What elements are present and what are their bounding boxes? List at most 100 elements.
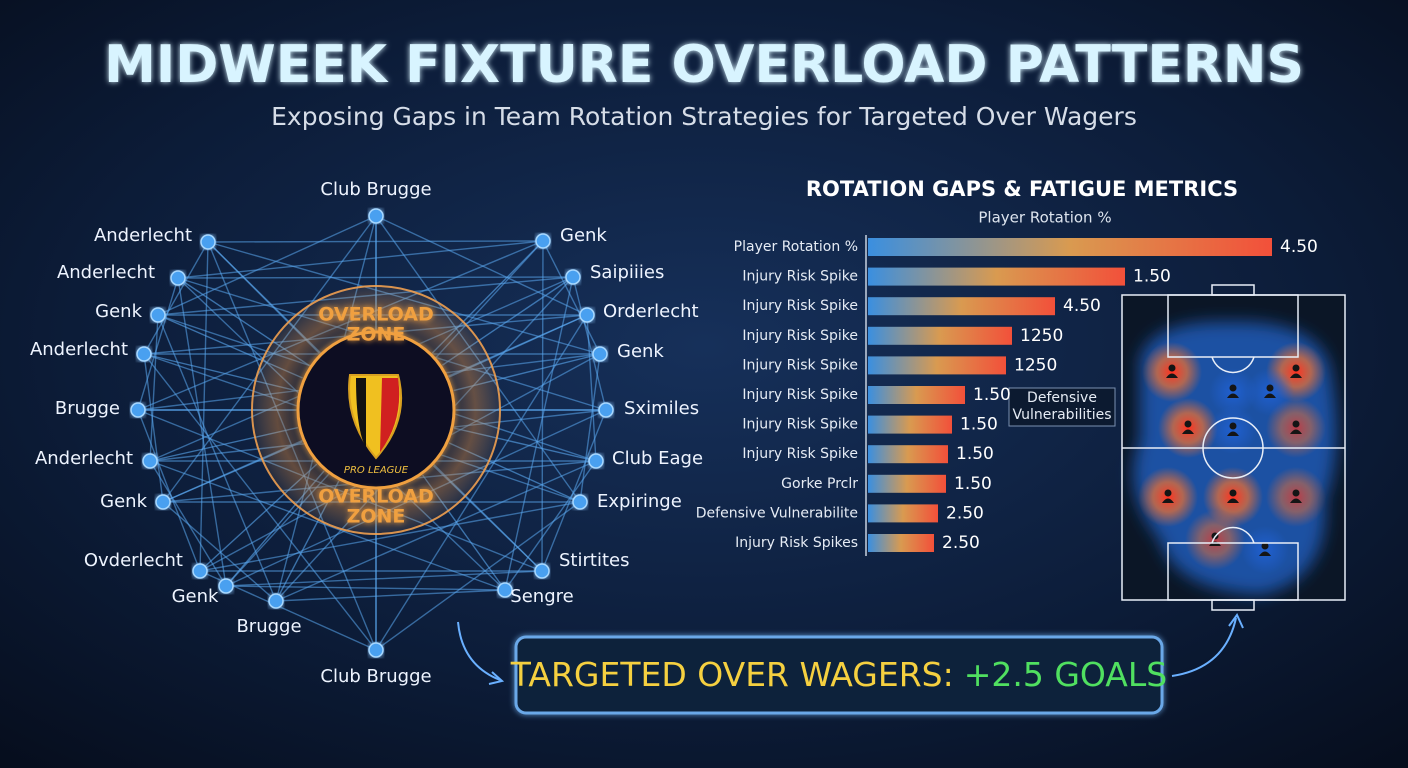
row-label: Injury Risk Spike xyxy=(742,357,858,373)
edge xyxy=(275,589,506,602)
pitch-line xyxy=(1211,526,1255,544)
bar xyxy=(868,267,1125,286)
cta: TARGETED OVER WAGERS: +2.5 GOALS xyxy=(457,613,1244,715)
edge xyxy=(177,277,227,587)
player-body xyxy=(1227,431,1239,436)
cta-highlight: +2.5 GOALS xyxy=(964,655,1168,694)
player-head xyxy=(1168,364,1176,372)
heat-spot xyxy=(1246,368,1294,416)
node xyxy=(170,270,186,286)
node-label: Genk xyxy=(100,491,147,512)
edge xyxy=(504,460,597,591)
row-label: Defensive Vulnerabilite xyxy=(696,505,858,521)
callout: Defensive xyxy=(1027,390,1097,406)
node xyxy=(218,578,234,594)
edge xyxy=(542,240,601,355)
node xyxy=(142,453,158,469)
node xyxy=(368,208,384,224)
row-value: 4.50 xyxy=(1063,296,1101,316)
row-value: 1.50 xyxy=(956,444,994,464)
node xyxy=(588,453,604,469)
node-label: Anderlecht xyxy=(35,448,133,469)
node-label: Ovderlecht xyxy=(84,550,183,571)
metrics-panel: ROTATION GAPS & FATIGUE METRICS Player R… xyxy=(696,177,1318,556)
zone-label: OVERLOAD xyxy=(318,486,434,508)
node-label: Club Eage xyxy=(612,448,703,469)
bar xyxy=(868,445,948,464)
row-value: 1.50 xyxy=(1133,267,1171,287)
bar xyxy=(868,504,938,523)
player-body xyxy=(1227,498,1239,503)
edge xyxy=(225,585,506,591)
edge xyxy=(541,240,544,572)
edge xyxy=(149,460,506,591)
heat-spot xyxy=(1266,467,1326,527)
player-head xyxy=(1292,420,1300,428)
row-label: Gorke Prclr xyxy=(781,476,858,492)
node xyxy=(592,346,608,362)
row-label: Injury Risk Spike xyxy=(742,298,858,314)
cta-box xyxy=(514,635,1164,715)
node xyxy=(200,234,216,250)
edge xyxy=(199,501,581,572)
bar xyxy=(868,356,1006,375)
pitch-line xyxy=(1211,356,1255,374)
edge xyxy=(137,409,201,572)
callout-box xyxy=(1008,387,1116,427)
cta-main: TARGETED OVER WAGERS: xyxy=(510,655,954,694)
heat-spot xyxy=(1138,467,1198,527)
player-body xyxy=(1259,551,1271,556)
node-label: Genk xyxy=(617,341,664,362)
row-label: Injury Risk Spike xyxy=(742,417,858,433)
zone-label: ZONE xyxy=(347,506,406,528)
node-label: Expiringe xyxy=(597,491,682,512)
axis-label: Player Rotation % xyxy=(978,209,1111,227)
row-label: Player Rotation % xyxy=(734,239,858,255)
row-value: 1.50 xyxy=(973,385,1011,405)
bar xyxy=(868,534,934,552)
node xyxy=(565,269,581,285)
edge xyxy=(375,501,581,651)
network: Club Brugge Anderlecht Anderlecht Genk Ander… xyxy=(30,179,703,687)
arrow xyxy=(1171,617,1237,677)
node-label: Brugge xyxy=(55,398,120,419)
node xyxy=(150,307,166,323)
player-head xyxy=(1229,384,1237,392)
player-head xyxy=(1292,489,1300,497)
row-value: 4.50 xyxy=(1280,237,1318,257)
bar xyxy=(868,386,965,404)
row-label: Injury Risk Spike xyxy=(742,387,858,403)
row-value: 1250 xyxy=(1020,326,1063,346)
row-label: Injury Risk Spike xyxy=(742,269,858,285)
player-head xyxy=(1164,489,1172,497)
node xyxy=(268,593,284,609)
player-body xyxy=(1290,498,1302,503)
node-label: Sximiles xyxy=(624,398,699,419)
node xyxy=(497,582,513,598)
cta-text: TARGETED OVER WAGERS: +2.5 GOALS xyxy=(510,655,1167,694)
node xyxy=(368,642,384,658)
row-value: 1.50 xyxy=(960,415,998,435)
node xyxy=(130,402,146,418)
pitch xyxy=(1121,284,1346,611)
edge xyxy=(225,570,543,587)
edge xyxy=(157,215,377,316)
row-label: Injury Risk Spike xyxy=(742,328,858,344)
node-label: Club Brugge xyxy=(320,179,431,200)
row-value: 2.50 xyxy=(942,533,980,553)
node xyxy=(598,402,614,418)
player-body xyxy=(1162,498,1174,503)
node xyxy=(534,563,550,579)
player-body xyxy=(1166,373,1178,378)
player-body xyxy=(1227,393,1239,398)
heat-spot xyxy=(1142,342,1202,402)
node-label: Genk xyxy=(95,301,142,322)
node xyxy=(579,307,595,323)
edge xyxy=(375,314,588,651)
callout: Vulnerabilities xyxy=(1012,407,1111,423)
edge xyxy=(207,240,544,243)
pitch-line xyxy=(1211,284,1255,296)
edge xyxy=(375,215,588,316)
arrow xyxy=(488,671,505,685)
